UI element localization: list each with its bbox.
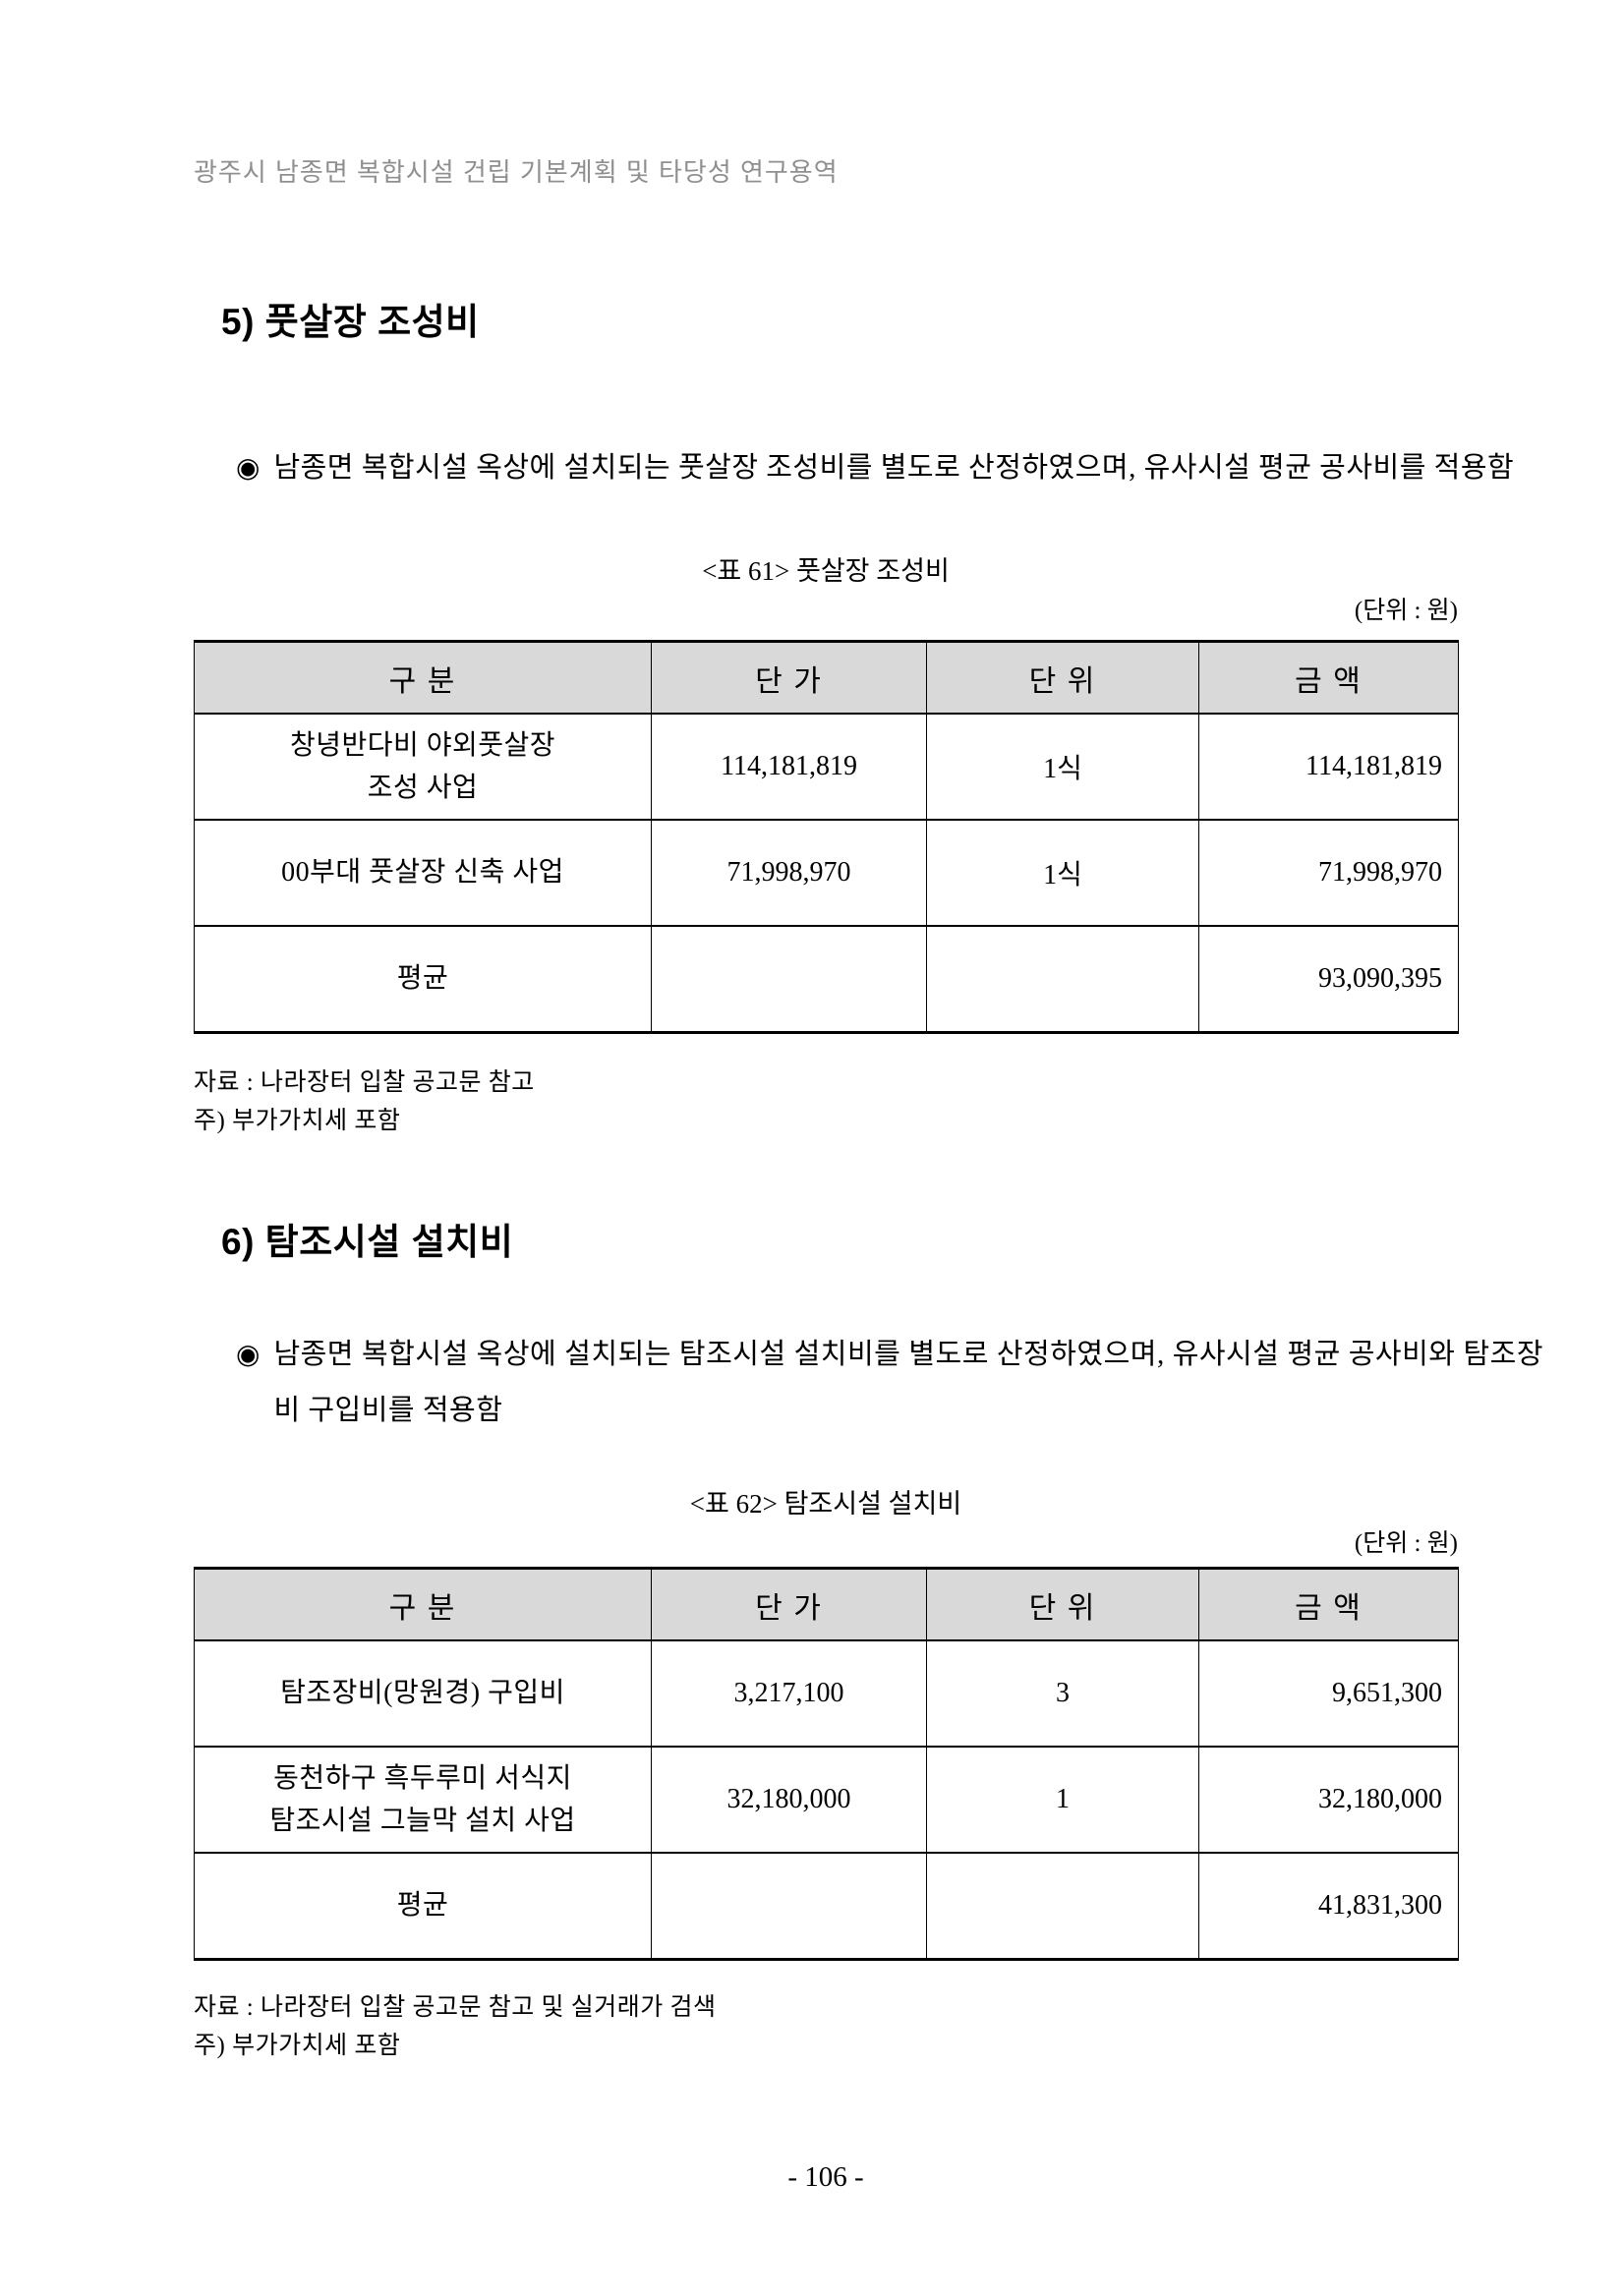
table-62-unit-label: (단위 : 원) (1354, 1530, 1458, 1557)
source-note: 자료 : 나라장터 입찰 공고문 참고 및 실거래가 검색 (194, 1994, 717, 2021)
table-61-unit-label: (단위 : 원) (1354, 598, 1458, 624)
running-header: 광주시 남종면 복합시설 건립 기본계획 및 타당성 연구용역 (194, 157, 839, 187)
table-row: 00부대 풋살장 신축 사업 71,998,970 1식 71,998,970 (194, 819, 1459, 926)
col-header-unit-price: 단 가 (651, 641, 927, 715)
table-62-caption: <표 62> 탐조시설 설치비 (689, 1489, 962, 1519)
section-heading-5: 5) 풋살장 조성비 (221, 302, 480, 342)
cell-amount: 32,180,000 (1198, 1746, 1459, 1853)
col-header-amount: 금 액 (1198, 641, 1459, 715)
fisheye-bullet-icon: ◉ (236, 1340, 261, 1370)
cell-unit-price (651, 925, 927, 1033)
table-header-row: 구 분 단 가 단 위 금 액 (194, 1568, 1459, 1641)
source-note: 자료 : 나라장터 입찰 공고문 참고 (194, 1069, 535, 1096)
cell-category: 00부대 풋살장 신축 사업 (194, 819, 652, 926)
cell-unit-price: 114,181,819 (651, 713, 927, 820)
bullet-text-6: 남종면 복합시설 옥상에 설치되는 탐조시설 설치비를 별도로 산정하였으며, … (273, 1339, 1543, 1426)
cell-unit-price: 32,180,000 (651, 1746, 927, 1853)
cell-unit: 3 (926, 1639, 1199, 1747)
table-61-futsal-cost: 구 분 단 가 단 위 금 액 창녕반다비 야외풋살장 조성 사업 114,18… (194, 640, 1459, 1034)
cell-amount: 93,090,395 (1198, 925, 1459, 1033)
bullet-paragraph-6: ◉ 남종면 복합시설 옥상에 설치되는 탐조시설 설치비를 별도로 산정하였으며… (236, 1327, 1543, 1439)
col-header-category: 구 분 (194, 641, 652, 715)
cell-category: 동천하구 흑두루미 서식지 탐조시설 그늘막 설치 사업 (194, 1746, 652, 1853)
cell-unit (926, 925, 1199, 1033)
cell-category: 탐조장비(망원경) 구입비 (194, 1639, 652, 1747)
vat-note: 주) 부가가치세 포함 (194, 2033, 401, 2059)
col-header-category: 구 분 (194, 1568, 652, 1641)
table-61-footnotes: 자료 : 나라장터 입찰 공고문 참고 주) 부가가치세 포함 (194, 1063, 1458, 1140)
cell-amount: 9,651,300 (1198, 1639, 1459, 1747)
table-row: 탐조장비(망원경) 구입비 3,217,100 3 9,651,300 (194, 1639, 1459, 1747)
table-header-row: 구 분 단 가 단 위 금 액 (194, 641, 1459, 715)
table-62-birdwatch-cost: 구 분 단 가 단 위 금 액 탐조장비(망원경) 구입비 3,217,100 … (194, 1567, 1459, 1961)
cell-amount: 114,181,819 (1198, 713, 1459, 820)
table-61-caption: <표 61> 풋살장 조성비 (702, 556, 950, 586)
table-row-average: 평균 41,831,300 (194, 1852, 1459, 1960)
vat-note: 주) 부가가치세 포함 (194, 1108, 401, 1134)
cell-unit-price: 3,217,100 (651, 1639, 927, 1747)
cell-unit-price (651, 1852, 927, 1960)
cell-category: 평균 (194, 1852, 652, 1960)
cell-unit-price: 71,998,970 (651, 819, 927, 926)
cell-category: 평균 (194, 925, 652, 1033)
cell-category: 창녕반다비 야외풋살장 조성 사업 (194, 713, 652, 820)
cell-unit: 1 (926, 1746, 1199, 1853)
table-row: 창녕반다비 야외풋살장 조성 사업 114,181,819 1식 114,181… (194, 713, 1459, 820)
table-row: 동천하구 흑두루미 서식지 탐조시설 그늘막 설치 사업 32,180,000 … (194, 1746, 1459, 1853)
cell-unit: 1식 (926, 819, 1199, 926)
cell-unit (926, 1852, 1199, 1960)
bullet-text-5: 남종면 복합시설 옥상에 설치되는 풋살장 조성비를 별도로 산정하였으며, 유… (273, 452, 1515, 484)
col-header-unit: 단 위 (926, 1568, 1199, 1641)
section-heading-6: 6) 탐조시설 설치비 (221, 1222, 514, 1262)
table-62-footnotes: 자료 : 나라장터 입찰 공고문 참고 및 실거래가 검색 주) 부가가치세 포… (194, 1988, 1458, 2065)
table-row-average: 평균 93,090,395 (194, 925, 1459, 1033)
cell-unit: 1식 (926, 713, 1199, 820)
col-header-unit-price: 단 가 (651, 1568, 927, 1641)
cell-amount: 41,831,300 (1198, 1852, 1459, 1960)
col-header-amount: 금 액 (1198, 1568, 1459, 1641)
page-number: - 106 - (787, 2161, 864, 2193)
bullet-paragraph-5: ◉ 남종면 복합시설 옥상에 설치되는 풋살장 조성비를 별도로 산정하였으며,… (236, 440, 1543, 496)
col-header-unit: 단 위 (926, 641, 1199, 715)
fisheye-bullet-icon: ◉ (236, 453, 261, 484)
cell-amount: 71,998,970 (1198, 819, 1459, 926)
